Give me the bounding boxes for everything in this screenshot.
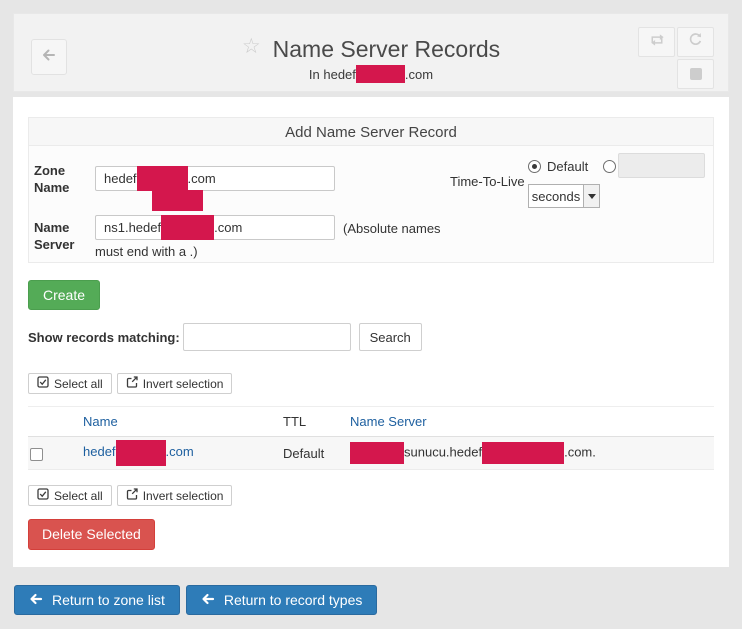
header-actions — [638, 27, 714, 89]
column-header-ttl: TTL — [283, 406, 350, 437]
row-checkbox[interactable] — [30, 447, 43, 461]
ttl-unit-select[interactable]: seconds — [528, 184, 600, 208]
main-panel: Add Name Server Record Zone Name hedef .c… — [13, 97, 729, 567]
return-to-zone-list-button[interactable]: Return to zone list — [14, 585, 180, 615]
stop-icon — [689, 68, 702, 80]
redaction-block — [355, 65, 405, 83]
back-button[interactable] — [31, 39, 67, 75]
footer-actions: Return to zone list Return to record typ… — [14, 585, 378, 615]
select-dropdown-button[interactable] — [583, 185, 599, 207]
page-header: ☆ Name Server Records In hedef .com — [13, 13, 729, 92]
checked-box-icon — [37, 488, 49, 503]
search-row: Show records matching: Search — [28, 323, 714, 351]
name-server-input[interactable]: ns1.hedef .com — [95, 215, 335, 240]
selection-controls-top: Select all Invert selection — [28, 373, 714, 394]
select-all-button[interactable]: Select all — [28, 485, 112, 506]
invert-selection-button[interactable]: Invert selection — [116, 485, 233, 506]
star-icon[interactable]: ☆ — [241, 34, 261, 58]
ttl-default-radio-label: Default — [547, 159, 589, 174]
redaction-block — [350, 442, 404, 464]
table-row: hedef .com Default sunucu.hedef .com. — [28, 436, 714, 470]
arrow-left-icon — [201, 592, 215, 608]
zone-name-input[interactable]: hedef .com — [95, 166, 335, 191]
column-header-name[interactable]: Name — [83, 414, 118, 429]
stop-button[interactable] — [677, 59, 714, 89]
page-title: Name Server Records — [272, 36, 501, 62]
redaction-block — [115, 440, 166, 466]
ttl-radio-group: Default — [528, 159, 617, 174]
redaction-block — [136, 166, 188, 191]
record-ttl-value: Default — [283, 436, 350, 470]
retweet-icon — [648, 33, 666, 52]
redaction-block — [161, 215, 215, 240]
chevron-down-icon — [587, 193, 596, 199]
search-button[interactable]: Search — [358, 323, 422, 351]
refresh-icon — [688, 32, 703, 52]
ttl-custom-radio[interactable] — [603, 160, 617, 173]
ttl-label: Time-To-Live — [450, 174, 525, 189]
delete-selected-button[interactable]: Delete Selected — [28, 519, 155, 550]
redaction-block — [482, 442, 565, 464]
absolute-name-hint-line1: (Absolute names — [343, 221, 441, 236]
name-server-label: Name Server — [34, 220, 75, 252]
refresh-button[interactable] — [677, 27, 714, 57]
ttl-default-radio[interactable] — [528, 160, 541, 173]
checked-box-icon — [37, 376, 49, 391]
search-label: Show records matching: — [28, 329, 180, 345]
arrow-left-icon — [29, 592, 43, 608]
records-table: Name TTL Name Server hedef .com Default s… — [28, 406, 714, 470]
zone-name-label: Zone Name — [34, 163, 70, 195]
arrow-left-icon — [41, 48, 57, 67]
add-form-title: Add Name Server Record — [28, 117, 714, 146]
ttl-value-input[interactable] — [618, 153, 705, 178]
invert-selection-button[interactable]: Invert selection — [116, 373, 233, 394]
record-name-link[interactable]: hedef .com — [83, 440, 194, 466]
absolute-name-hint-line2: must end with a .) — [95, 244, 198, 259]
box-arrow-icon — [126, 488, 138, 503]
ttl-unit-selected: seconds — [531, 188, 581, 204]
record-name-server-value: sunucu.hedef .com. — [350, 436, 714, 470]
records-filter-input[interactable] — [182, 323, 351, 351]
create-button[interactable]: Create — [28, 280, 101, 310]
column-header-name-server[interactable]: Name Server — [350, 414, 427, 429]
selection-controls-bottom: Select all Invert selection — [28, 485, 714, 506]
title-block: ☆ Name Server Records In hedef .com — [124, 34, 618, 83]
add-form-body: Zone Name hedef .com Name Server ns1.hede… — [28, 146, 714, 263]
retweet-button[interactable] — [638, 27, 675, 57]
checkbox-column-header — [28, 406, 83, 437]
return-to-record-types-button[interactable]: Return to record types — [185, 585, 378, 615]
box-arrow-icon — [126, 376, 138, 391]
table-header-row: Name TTL Name Server — [28, 406, 714, 437]
redaction-block — [152, 190, 203, 211]
select-all-button[interactable]: Select all — [28, 373, 112, 394]
page-subtitle: In hedef .com — [308, 65, 434, 83]
